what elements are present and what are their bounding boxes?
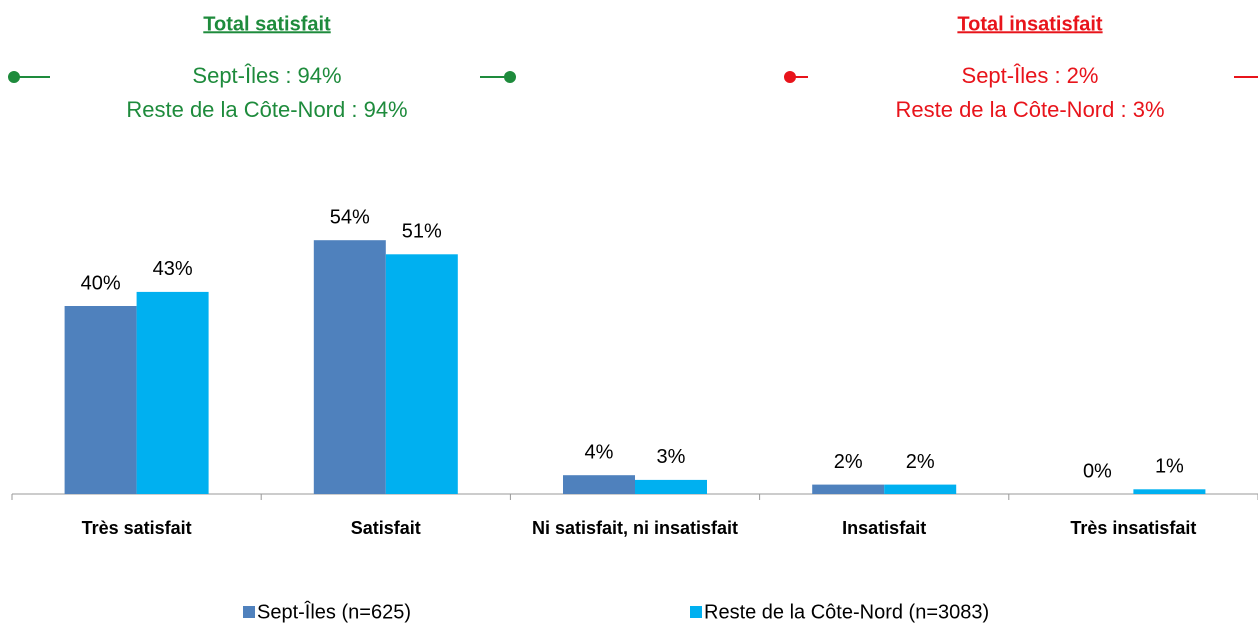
bar (385, 254, 458, 494)
data-label: 3% (657, 446, 686, 468)
annotation-title: Total insatisfait (957, 13, 1103, 35)
legend-swatch (690, 606, 702, 618)
bar (1133, 489, 1206, 494)
annotation-title: Total satisfait (203, 13, 331, 35)
bar (563, 475, 635, 494)
bar (136, 291, 209, 494)
data-label: 1% (1155, 456, 1184, 478)
x-tick-label: Satisfait (350, 518, 421, 538)
connector (784, 71, 1258, 83)
legend-label: Reste de la Côte-Nord (n=3083) (704, 601, 989, 623)
data-label: 2% (906, 451, 935, 473)
legend-label: Sept-Îles (n=625) (257, 600, 411, 623)
annotation-line: Sept-Îles : 94% (192, 63, 341, 88)
x-tick-label: Très insatisfait (1070, 518, 1197, 538)
annotation-line: Reste de la Côte-Nord : 3% (895, 97, 1164, 122)
bar (884, 484, 957, 494)
legend-swatch (243, 606, 255, 618)
annotation-line: Reste de la Côte-Nord : 94% (126, 97, 407, 122)
x-tick-label: Ni satisfait, ni insatisfait (531, 518, 739, 538)
data-label: 4% (585, 441, 614, 463)
connector (8, 71, 516, 83)
bar (812, 484, 885, 494)
bar (313, 240, 386, 494)
annotation-line: Sept-Îles : 2% (962, 63, 1099, 88)
data-label: 40% (81, 272, 121, 294)
data-label: 43% (153, 258, 193, 280)
bar (64, 306, 137, 494)
data-label: 2% (834, 451, 863, 473)
data-label: 51% (402, 221, 442, 243)
data-label: 0% (1083, 460, 1112, 482)
x-tick-label: Très satisfait (81, 518, 192, 538)
x-tick-label: Insatisfait (842, 518, 927, 538)
data-label: 54% (330, 206, 370, 228)
bar (635, 479, 707, 494)
